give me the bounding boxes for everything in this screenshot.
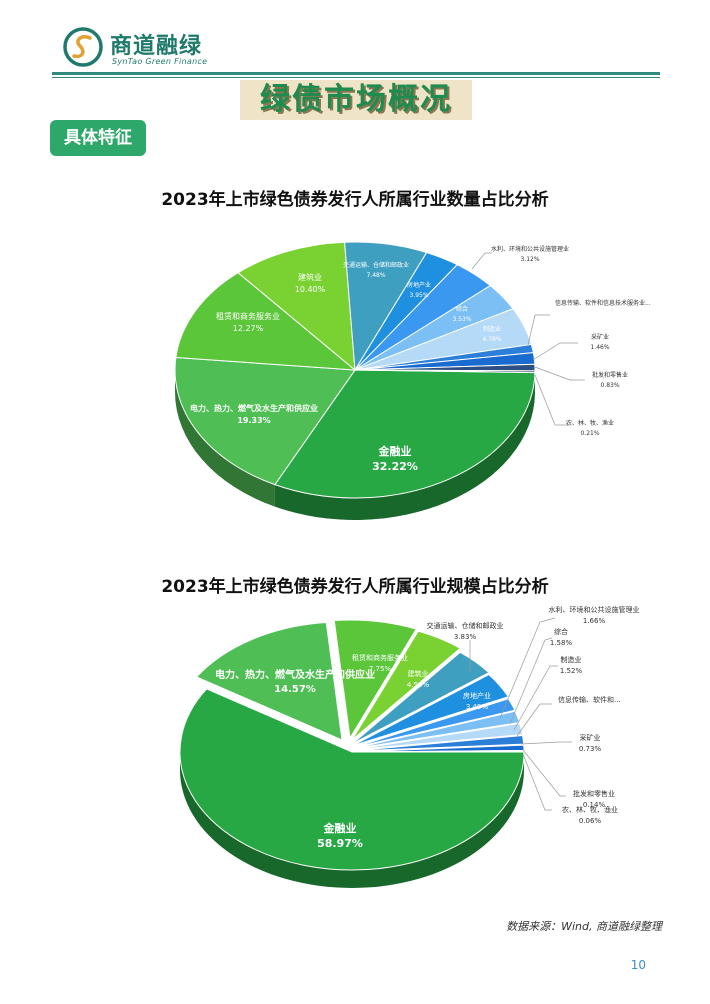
pie-leader-line [499,617,556,719]
pie-slice-value: 58.97% [317,837,363,850]
pie-slice-label: 信息传输、软件和... [558,695,621,704]
pie-slice-value: 10.40% [295,285,326,294]
pie-slice-value: 0.83% [600,382,619,389]
pie-leader-line [534,366,585,381]
pie-leader-line [527,314,550,346]
pie-slice-value: 4.78% [482,336,501,343]
pie-slice-label: 金融业 [323,821,357,835]
page-title: 绿债市场概况 [260,82,452,117]
pie-slice-value: 3.12% [520,256,539,263]
pie-slice-label: 信息传输、软件和信息技术服务业... [555,299,651,307]
pie-slice-label: 电力、热力、燃气及水生产和供应业 [190,403,318,413]
pie-slice-label: 采矿业 [591,333,609,341]
brand-name-cn: 商道融绿 [110,34,203,59]
brand-logo: 商道融绿 SynTao Green Finance [62,24,262,74]
chart-2-pie: 金融业 58.97% 电力、热力、燃气及水生产和供应业 14.57% 租赁和商务服务业 7… [179,605,640,888]
pie-slice-value: 32.22% [372,460,418,473]
section-tag: 具体特征 [50,120,146,156]
page-number: 10 [630,958,646,972]
pie-slice-value: 3.83% [454,633,477,641]
pie-slice [354,369,536,374]
data-source: 数据来源：Wind, 商道融绿整理 [506,920,662,933]
pie-label-group: 金融业 58.97% 电力、热力、燃气及水生产和供应业 14.57% 租赁和商务服务业 7… [215,605,640,850]
pie-slice-value: 12.27% [233,324,264,333]
title-banner-background [240,80,472,120]
pie-slice [351,630,462,741]
pie-leader-line [509,637,553,725]
pie-slice-value: 1.46% [590,344,609,351]
pie-slice-label: 制造业 [483,325,501,333]
pie-leader-line [513,665,558,731]
pie-slice [333,619,417,740]
pie-slice-label: 建筑业 [298,272,322,282]
pie-leader-line [520,741,572,745]
pie-slice-side [175,370,275,507]
pie-slice-label: 水利、环境和公共设施管理业 [491,245,569,253]
pie-slice-value: 0.06% [579,817,602,825]
pie-leader-line [532,342,578,361]
pie-slice-label: 电力、热力、燃气及水生产和供应业 [215,668,375,681]
pie-slice-value: 19.33% [237,416,270,425]
pie-slice [274,369,536,499]
pie-slice-label: 采矿业 [580,733,601,742]
pie-slice [351,674,510,747]
pie-slice [351,651,490,745]
header-rule-thin [52,77,660,78]
pie-slice-value: 4.54% [407,681,430,689]
pie-slice-label: 制造业 [561,655,582,664]
pie-leader-line [522,749,566,797]
pie-slice-label: 水利、环境和公共设施管理业 [549,605,640,614]
chart-2-title: 2023年上市绿色债券发行人所属行业规模占比分析 [161,577,549,597]
pie-leader-line [516,703,552,737]
pie-top-group [174,241,536,499]
pie-leader-line [534,374,570,426]
pie-leader-line [471,252,492,270]
pie-slice-label: 综合 [554,627,568,636]
pie-slice-value: 3.95% [409,292,428,299]
pie-slice-value: 0.21% [580,430,599,437]
chart-1-title: 2023年上市绿色债券发行人所属行业数量占比分析 [161,190,549,210]
pie-slice-value: 0.73% [579,745,602,753]
pie-slice-label: 租赁和商务服务业 [216,311,280,321]
pie-slice-label: 交通运输、仓储和邮政业 [343,261,409,269]
pie-slice [351,722,524,751]
pie-slice-value: 1.52% [560,667,583,675]
pie-slice [175,272,357,371]
chart-1-pie: 金融业 32.22% 电力、热力、燃气及水生产和供应业 19.33% 租赁和商务服务业 1… [174,241,651,520]
pie-slice-label: 综合 [456,305,468,313]
pie-slice-label: 建筑业 [408,669,429,678]
pie-leader-line [522,753,552,811]
pie-slice [195,621,343,741]
pie-slice-side [274,372,535,520]
brand-logo-icon [63,27,103,67]
pie-slice [179,688,525,871]
pie-slice-label: 农、林、牧、渔业 [566,419,614,427]
pie-slice-value: 3.53% [452,316,471,323]
pie-slice-label: 租赁和商务服务业 [352,653,408,662]
pie-slice [237,241,356,372]
pie-slice-value: 1.66% [583,617,606,625]
pie-slice-label: 房地产业 [407,281,431,289]
brand-name-en: SynTao Green Finance [112,57,208,66]
pie-slice-value: 14.57% [274,684,316,695]
pie-slice-label: 批发和零售业 [592,371,628,379]
pie-slice-label: 农、林、牧、渔业 [562,805,618,814]
pie-slice-label: 房地产业 [463,691,491,700]
pie-slice-value: 3.49% [466,703,489,711]
pie-slice [174,357,356,486]
pie-label-group: 金融业 32.22% 电力、热力、燃气及水生产和供应业 19.33% 租赁和商务服务业 1… [190,245,651,473]
header-rule [52,72,660,75]
pie-slice-label: 金融业 [378,444,412,458]
pie-slice-value: 7.75% [369,665,392,673]
pie-slice-value: 1.58% [550,639,573,647]
pie-slice-label: 批发和零售业 [573,789,615,798]
pie-slice-value: 7.48% [366,272,385,279]
pie-slice [351,710,521,750]
pie-slice-label: 交通运输、仓储和邮政业 [427,621,504,630]
pie-slice-value: 0.14% [583,801,606,809]
